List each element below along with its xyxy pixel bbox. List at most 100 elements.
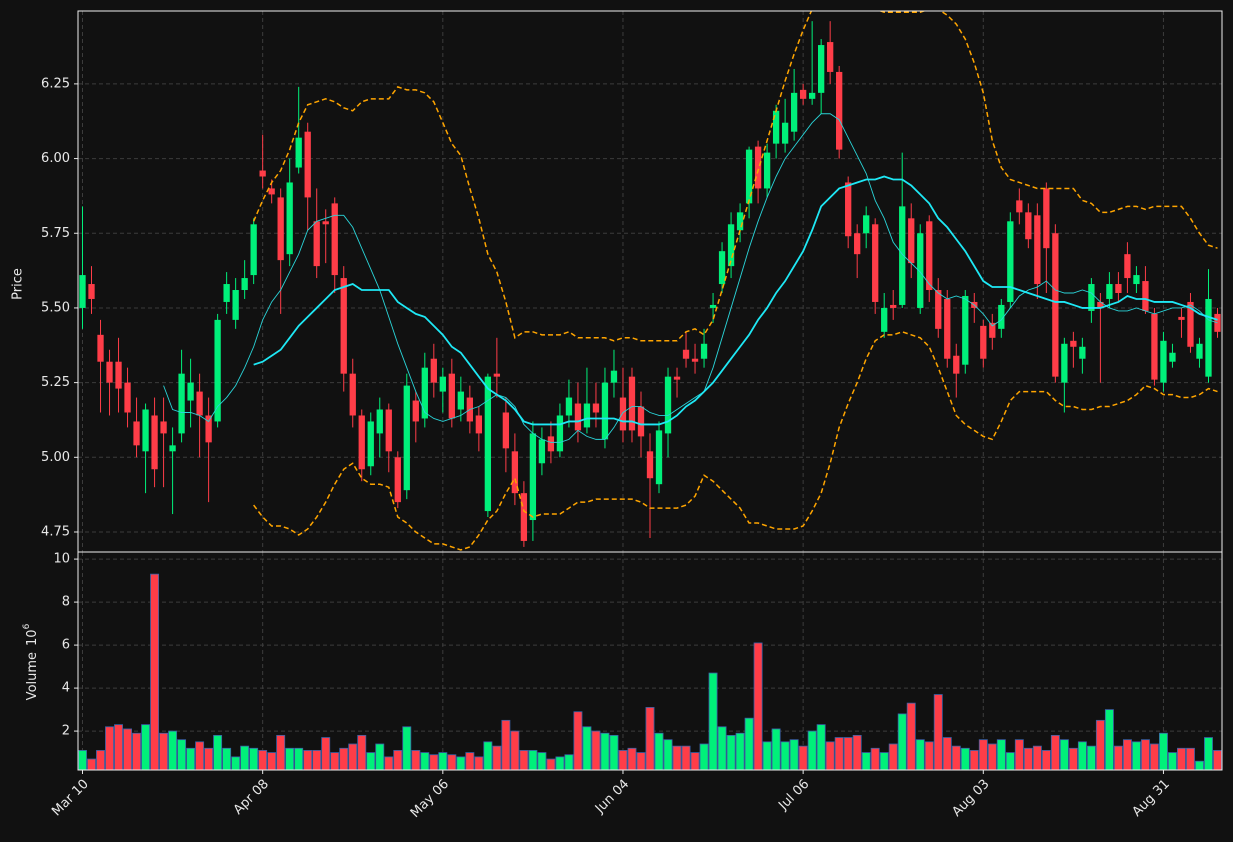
candle-body: [1016, 200, 1023, 213]
volume-bar: [312, 750, 322, 770]
candle-body: [493, 373, 501, 377]
candle-body: [187, 382, 194, 401]
candle-body: [1187, 301, 1194, 347]
candle-body: [349, 373, 356, 416]
candle-body: [718, 251, 726, 285]
volume-bar: [456, 756, 466, 770]
volume-bar: [717, 726, 727, 770]
volume-bar: [618, 750, 628, 770]
volume-bar: [861, 752, 871, 770]
volume-bar: [276, 734, 286, 770]
volume-bar: [321, 737, 331, 770]
candle-body: [556, 415, 564, 452]
volume-bar: [150, 573, 160, 770]
volume-bar: [474, 756, 484, 770]
volume-bar: [267, 752, 277, 770]
candle-body: [836, 71, 843, 150]
volume-bar: [834, 737, 844, 770]
volume-bar: [96, 750, 105, 770]
volume-tick-label: 6: [62, 638, 70, 653]
candle-body: [772, 110, 780, 144]
candle-body: [592, 403, 600, 413]
volume-bar: [78, 750, 87, 770]
candle-body: [358, 415, 365, 470]
volume-bar: [330, 752, 340, 770]
volume-bar: [132, 732, 142, 770]
volume-bar: [663, 739, 673, 770]
candle-body: [151, 415, 158, 470]
candle-body: [484, 376, 492, 512]
volume-bar: [231, 756, 241, 770]
volume-bar: [1195, 760, 1204, 770]
volume-bar: [402, 726, 412, 770]
candle-body: [926, 221, 933, 291]
volume-frame: [77, 551, 1223, 771]
volume-bar: [627, 747, 637, 770]
candle-body: [223, 284, 230, 302]
volume-bar: [1050, 734, 1060, 770]
candle-body: [340, 278, 347, 374]
volume-bar: [384, 756, 394, 770]
volume-bar: [852, 734, 862, 770]
candle-body: [754, 146, 762, 189]
volume-bar: [375, 743, 385, 770]
volume-bar: [420, 752, 430, 770]
volume-bar: [600, 732, 610, 770]
candle-body: [1070, 340, 1077, 347]
candle-body: [169, 445, 176, 452]
candle-body: [1061, 343, 1068, 383]
volume-tick-label: 8: [62, 595, 70, 610]
candle-body: [1034, 215, 1041, 285]
candle-body: [881, 307, 888, 332]
volume-bar: [1131, 741, 1141, 770]
candle-body: [1196, 343, 1203, 359]
candle-body: [619, 397, 627, 431]
volume-label: Volume: [25, 652, 40, 700]
candle-body: [457, 391, 464, 410]
candle-body: [538, 439, 546, 464]
candle-body: [944, 298, 951, 359]
candle-body: [628, 376, 636, 431]
volume-bar: [807, 730, 817, 770]
volume-bar: [591, 730, 601, 770]
candle-body: [763, 152, 771, 189]
volume-bar: [996, 739, 1006, 770]
candle-body: [97, 334, 104, 362]
y-tick-label: 5.50: [41, 300, 70, 315]
candle-body: [1007, 221, 1014, 302]
volume-bar: [798, 745, 808, 770]
volume-bar: [87, 758, 96, 770]
volume-bar: [744, 717, 754, 770]
volume-bar: [519, 750, 529, 770]
candle-body: [953, 355, 960, 374]
volume-bar: [1140, 739, 1150, 770]
volume-bar: [114, 724, 123, 770]
volume-bar: [177, 739, 187, 770]
volume-bar: [843, 737, 853, 770]
volume-bar: [879, 752, 889, 770]
volume-tick-label: 4: [62, 681, 70, 696]
volume-bar: [159, 732, 169, 770]
candle-body: [781, 122, 789, 144]
volume-bar: [987, 743, 997, 770]
volume-tick-label: 10: [53, 552, 70, 567]
candle-body: [385, 409, 392, 452]
volume-bar: [1177, 747, 1186, 770]
volume-bar: [285, 747, 295, 770]
candle-body: [520, 493, 528, 541]
candle-body: [88, 284, 95, 299]
volume-bar: [780, 741, 790, 770]
candle-body: [1124, 254, 1131, 279]
candle-body: [511, 451, 519, 494]
candle-body: [845, 182, 852, 237]
candle-body: [106, 361, 113, 383]
volume-bar: [933, 694, 943, 770]
volume-bar: [168, 730, 178, 770]
candle-body: [682, 349, 690, 359]
candle-body: [1169, 352, 1176, 362]
volume-bar: [258, 750, 268, 770]
candle-body: [727, 224, 735, 267]
volume-bar: [195, 741, 205, 770]
volume-bar: [951, 745, 961, 770]
